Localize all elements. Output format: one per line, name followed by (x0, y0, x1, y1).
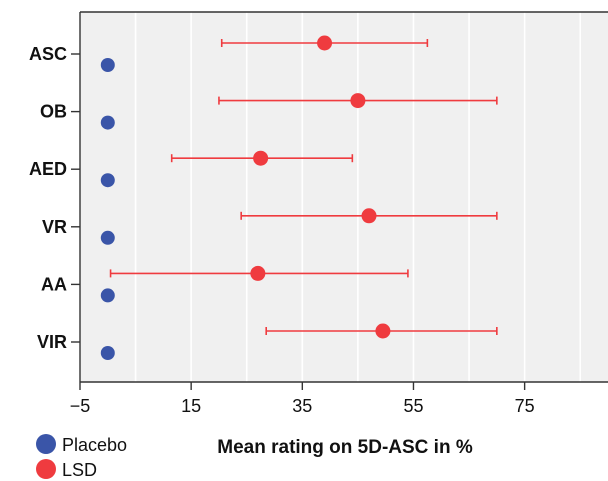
legend-marker-lsd (36, 459, 56, 479)
x-axis-label: Mean rating on 5D-ASC in % (217, 437, 473, 458)
legend-label-placebo: Placebo (62, 435, 127, 455)
y-tick-label-aa: AA (41, 274, 67, 294)
lsd-point (317, 35, 333, 51)
placebo-point (100, 288, 115, 303)
x-tick-label: 75 (515, 396, 535, 416)
placebo-point (100, 58, 115, 72)
placebo-point (100, 115, 115, 130)
y-tick-label-vr: VR (42, 217, 67, 237)
placebo-point (100, 346, 115, 360)
x-tick-label: −5 (70, 396, 91, 416)
legend-label-lsd: LSD (62, 460, 97, 480)
lsd-point (350, 93, 366, 109)
lsd-point (361, 208, 377, 224)
y-tick-label-ob: OB (40, 102, 67, 122)
lsd-point (250, 265, 266, 281)
lsd-point (375, 323, 391, 339)
y-tick-label-asc: ASC (29, 44, 67, 64)
plot-background (80, 12, 608, 382)
y-tick-label-aed: AED (29, 159, 67, 179)
x-tick-label: 35 (292, 396, 312, 416)
x-tick-label: 15 (181, 396, 201, 416)
y-tick-label-vir: VIR (37, 332, 67, 352)
x-tick-label: 55 (403, 396, 423, 416)
placebo-point (100, 173, 115, 188)
placebo-point (100, 230, 115, 245)
lsd-point (253, 150, 269, 166)
legend-marker-placebo (36, 434, 56, 454)
